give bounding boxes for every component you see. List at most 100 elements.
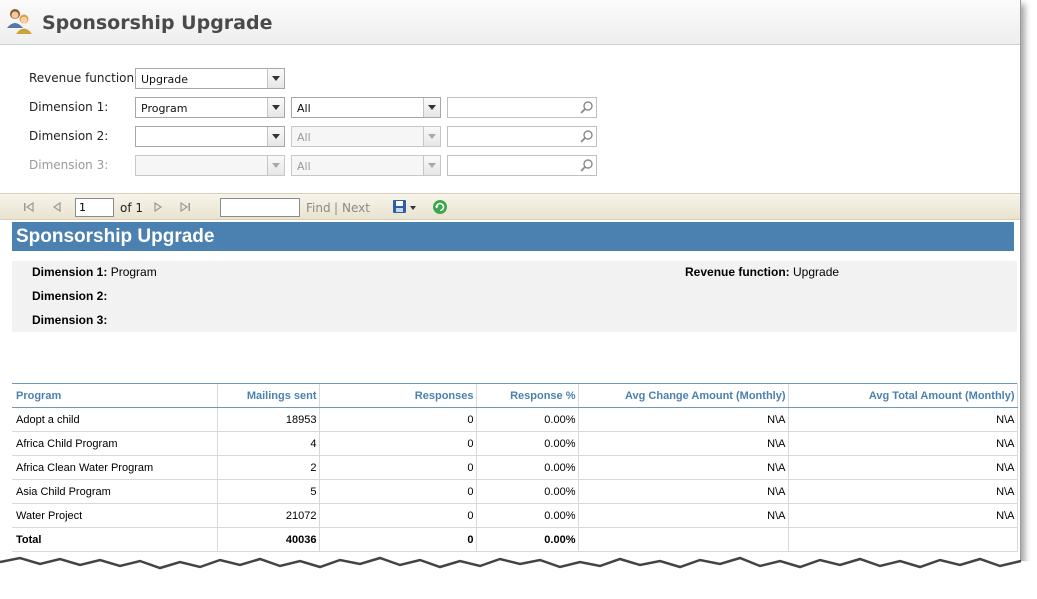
report-title-banner: Sponsorship Upgrade [12, 222, 1014, 251]
page-header: Sponsorship Upgrade [0, 0, 1020, 45]
summary-dimension3-label: Dimension 3: [32, 313, 108, 327]
column-header-avg-change-amount: Avg Change Amount (Monthly) [577, 383, 788, 408]
chevron-down-icon[interactable] [267, 127, 284, 146]
dimension1-filter-select[interactable]: All [291, 97, 441, 118]
summary-dimension1-value: Program [110, 265, 157, 279]
page-number-input[interactable] [75, 198, 114, 217]
chevron-down-icon [423, 156, 440, 175]
last-page-icon[interactable] [178, 200, 192, 214]
dimension2-select[interactable] [135, 126, 285, 147]
cell-mailings-sent: 18953 [216, 407, 319, 432]
previous-page-icon[interactable] [50, 200, 64, 214]
column-header-avg-total-amount: Avg Total Amount (Monthly) [787, 383, 1018, 408]
column-header-response-percent: Response % [475, 383, 578, 408]
page-title: Sponsorship Upgrade [42, 12, 273, 34]
first-page-icon[interactable] [22, 200, 36, 214]
cell-avg-total-amount: N\A [787, 407, 1018, 432]
report-summary: Dimension 1: Program Dimension 2: Dimens… [12, 261, 1017, 332]
dimension3-select [135, 155, 285, 176]
report-title: Sponsorship Upgrade [16, 226, 215, 247]
cell-avg-change-amount: N\A [577, 503, 788, 528]
table-header-row: Program Mailings sent Responses Response… [12, 383, 1018, 408]
revenue-function-select[interactable]: Upgrade [135, 68, 285, 89]
report-table: Program Mailings sent Responses Response… [12, 383, 1018, 552]
cell-avg-change-amount: N\A [577, 431, 788, 456]
summary-dimension3: Dimension 3: [32, 313, 107, 327]
cell-program: Asia Child Program [12, 479, 217, 504]
dimension1-label: Dimension 1: [29, 100, 109, 114]
total-mailings-sent: 40036 [216, 527, 319, 552]
total-label: Total [12, 527, 217, 552]
table-row: Adopt a child 18953 0 0.00% N\A N\A [12, 407, 1018, 432]
cell-avg-total-amount: N\A [787, 431, 1018, 456]
chevron-down-icon [267, 156, 284, 175]
dimension2-filter-value: All [297, 131, 311, 144]
cell-avg-change-amount: N\A [577, 455, 788, 480]
total-avg-change-amount [577, 527, 788, 552]
column-header-program: Program [12, 383, 217, 408]
cell-response-percent: 0.00% [475, 431, 578, 456]
report-toolbar: of 1 Find | Next [0, 193, 1020, 220]
search-icon[interactable] [579, 158, 594, 173]
cell-response-percent: 0.00% [475, 503, 578, 528]
table-row: Africa Clean Water Program 2 0 0.00% N\A… [12, 455, 1018, 480]
page-count-label: of 1 [120, 201, 144, 215]
find-next-link[interactable]: Next [342, 201, 370, 215]
summary-revenue-function-value: Upgrade [793, 265, 840, 279]
cell-response-percent: 0.00% [475, 407, 578, 432]
dimension3-filter-select: All [291, 155, 441, 176]
dimension3-lookup-field[interactable] [447, 155, 597, 176]
total-response-percent: 0.00% [475, 527, 578, 552]
cell-avg-change-amount: N\A [577, 407, 788, 432]
cell-avg-total-amount: N\A [787, 455, 1018, 480]
chevron-down-icon [423, 127, 440, 146]
export-icon[interactable] [392, 198, 418, 216]
next-page-icon[interactable] [151, 200, 165, 214]
summary-dimension2-label: Dimension 2: [32, 289, 108, 303]
column-header-mailings-sent: Mailings sent [216, 383, 319, 408]
revenue-function-label: Revenue function: [29, 71, 139, 85]
summary-dimension1: Dimension 1: Program [32, 265, 157, 279]
dimension1-filter-value: All [297, 102, 311, 115]
summary-dimension2: Dimension 2: [32, 289, 107, 303]
cell-avg-total-amount: N\A [787, 479, 1018, 504]
users-icon [7, 9, 32, 34]
cell-mailings-sent: 2 [216, 455, 319, 480]
cell-mailings-sent: 4 [216, 431, 319, 456]
dimension1-select[interactable]: Program [135, 97, 285, 118]
dimension1-value: Program [141, 102, 188, 115]
cell-responses: 0 [318, 431, 476, 456]
find-link[interactable]: Find [306, 201, 331, 215]
find-text-input[interactable] [220, 198, 300, 217]
cell-mailings-sent: 5 [216, 479, 319, 504]
total-responses: 0 [318, 527, 476, 552]
chevron-down-icon[interactable] [423, 98, 440, 117]
cell-response-percent: 0.00% [475, 455, 578, 480]
summary-dimension1-label: Dimension 1: [32, 265, 108, 279]
total-avg-total-amount [787, 527, 1018, 552]
report-window: Sponsorship Upgrade Revenue function: Up… [0, 0, 1021, 583]
dimension2-lookup-field[interactable] [447, 126, 597, 147]
summary-revenue-function: Revenue function: Upgrade [685, 265, 839, 279]
table-total-row: Total 40036 0 0.00% [12, 527, 1018, 552]
dimension3-label: Dimension 3: [29, 158, 109, 172]
chevron-down-icon[interactable] [267, 98, 284, 117]
cell-program: Water Project [12, 503, 217, 528]
table-row: Asia Child Program 5 0 0.00% N\A N\A [12, 479, 1018, 504]
chevron-down-icon[interactable] [267, 69, 284, 88]
dimension3-filter-value: All [297, 160, 311, 173]
search-icon[interactable] [579, 100, 594, 115]
search-icon[interactable] [579, 129, 594, 144]
toolbar-separator: | [334, 201, 339, 215]
summary-revenue-function-label: Revenue function: [685, 265, 790, 279]
dimension2-filter-select: All [291, 126, 441, 147]
table-row: Africa Child Program 4 0 0.00% N\A N\A [12, 431, 1018, 456]
refresh-icon[interactable] [432, 199, 448, 215]
cell-program: Africa Clean Water Program [12, 455, 217, 480]
cell-responses: 0 [318, 455, 476, 480]
dimension1-lookup-field[interactable] [447, 97, 597, 118]
cell-responses: 0 [318, 479, 476, 504]
cell-program: Africa Child Program [12, 431, 217, 456]
revenue-function-value: Upgrade [141, 73, 189, 86]
dimension2-label: Dimension 2: [29, 129, 109, 143]
